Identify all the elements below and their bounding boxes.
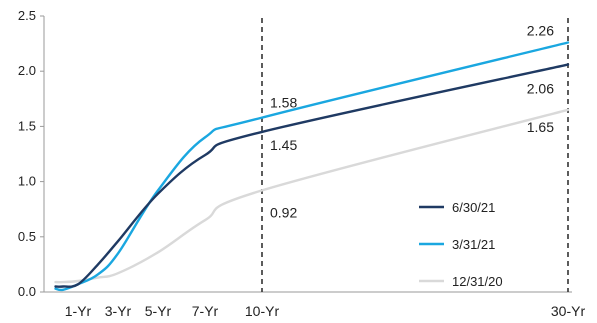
data-label: 1.45 <box>270 137 297 153</box>
y-tick-label: 2.5 <box>18 8 36 23</box>
x-tick-label: 3-Yr <box>105 303 132 319</box>
data-label: 1.65 <box>527 119 554 135</box>
series-line-12-31-20 <box>54 108 570 284</box>
legend-label: 6/30/21 <box>452 200 495 215</box>
x-tick-label: 1-Yr <box>65 303 92 319</box>
y-tick-label: 1.0 <box>18 174 36 189</box>
axes: 0.0 0.5 1.0 1.5 2.0 2.5 1-Yr 3-Yr 5-Yr 7-Yr 10-Yr 3… <box>18 8 586 319</box>
legend: 6/30/21 3/31/21 12/31/20 <box>419 200 503 289</box>
data-label: 0.92 <box>270 204 297 220</box>
x-tick-label: 10-Yr <box>245 303 280 319</box>
y-tick-label: 2.0 <box>18 63 36 78</box>
x-tick-label: 5-Yr <box>145 303 172 319</box>
series-line-3-31-21 <box>54 41 570 292</box>
series-line-6-30-21 <box>54 63 570 288</box>
y-tick-label: 0.5 <box>18 229 36 244</box>
y-tick-label: 1.5 <box>18 118 36 133</box>
x-tick-label: 7-Yr <box>192 303 219 319</box>
data-label: 2.06 <box>527 81 554 97</box>
reference-lines <box>261 18 569 292</box>
data-labels: 1.58 1.45 0.92 2.26 2.06 1.65 <box>270 22 554 220</box>
data-label: 2.26 <box>527 22 554 38</box>
legend-label: 12/31/20 <box>452 274 503 289</box>
y-tick-label: 0.0 <box>18 284 36 299</box>
legend-label: 3/31/21 <box>452 237 495 252</box>
data-label: 1.58 <box>270 95 297 111</box>
x-tick-label: 30-Yr <box>551 303 586 319</box>
series-lines <box>54 41 570 292</box>
